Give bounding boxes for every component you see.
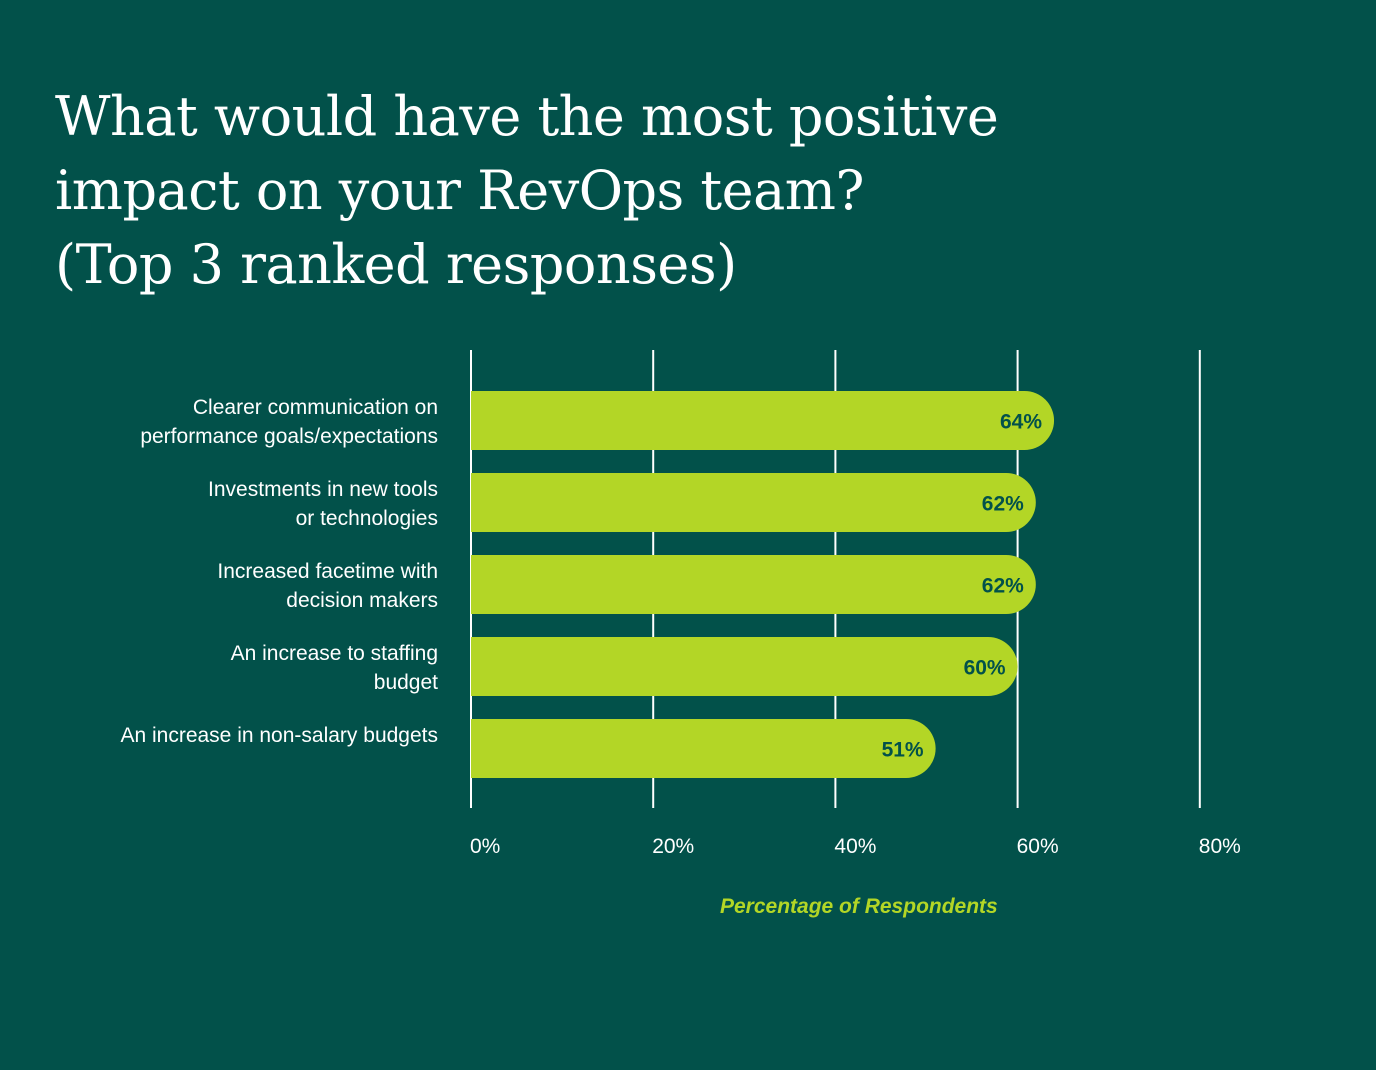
category-label-line: Clearer communication on <box>192 396 438 419</box>
category-label-line: Increased facetime with <box>217 560 438 583</box>
category-label-line: decision makers <box>286 589 438 612</box>
category-label: An increase to staffing budget <box>18 639 438 697</box>
category-label-line: An increase in non-salary budgets <box>120 724 438 747</box>
category-label-line: performance goals/expectations <box>140 425 438 448</box>
category-label: Clearer communication on performance goal… <box>18 393 438 451</box>
bar-value-label: 51% <box>882 739 924 762</box>
chart-title-line: impact on your RevOps team? <box>55 159 864 222</box>
category-label-line: budget <box>373 671 438 694</box>
x-tick-label: 60% <box>1016 835 1059 858</box>
category-label: Increased facetime with decision makers <box>18 557 438 615</box>
bar <box>471 391 1055 450</box>
category-label: Investments in new tools or technologies <box>18 475 438 533</box>
bars: 64% 62% 62% 60% 51% <box>471 391 1055 778</box>
category-label-line: An increase to staffing <box>230 642 438 665</box>
bar-value-label: 62% <box>982 493 1024 516</box>
bar-value-label: 62% <box>982 575 1024 598</box>
category-label-line: Investments in new tools <box>208 478 438 501</box>
x-tick-label: 20% <box>652 835 695 858</box>
category-label: An increase in non-salary budgets <box>18 721 438 750</box>
bar-value-label: 60% <box>964 657 1006 680</box>
chart-title-line: (Top 3 ranked responses) <box>55 233 737 296</box>
x-tick-label: 80% <box>1198 835 1241 858</box>
bar <box>471 719 936 778</box>
bar-value-label: 64% <box>1000 411 1042 434</box>
bar <box>471 637 1018 696</box>
chart-title: What would have the most positive impact… <box>55 80 1155 302</box>
chart-title-line: What would have the most positive <box>55 85 999 148</box>
bar <box>471 555 1036 614</box>
x-tick-label: 40% <box>834 835 877 858</box>
x-axis-title: Percentage of Respondents <box>720 895 998 918</box>
bar <box>471 472 1036 532</box>
category-label-line: or technologies <box>295 507 438 530</box>
x-tick-label: 0% <box>470 835 501 858</box>
